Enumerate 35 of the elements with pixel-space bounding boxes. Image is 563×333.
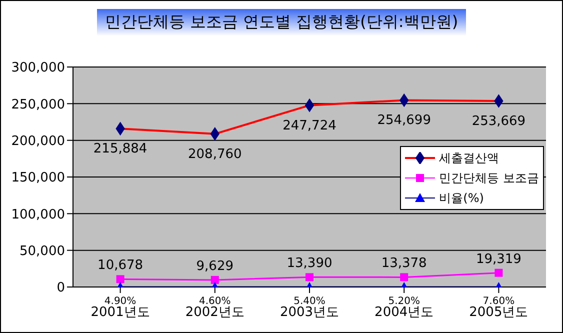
data-label: 13,390 — [286, 256, 332, 272]
x-tick-label: 2002년도 — [185, 305, 244, 320]
y-tick-label: 0 — [56, 280, 65, 296]
data-label: 215,884 — [93, 142, 148, 157]
legend-label: 비율(%) — [439, 190, 484, 206]
y-tick-label: 300,000 — [11, 60, 65, 76]
data-label: 254,699 — [377, 113, 431, 128]
x-tick-label: 2005년도 — [469, 305, 528, 320]
data-label: 13,378 — [381, 256, 427, 272]
data-label: 4.60% — [199, 296, 231, 307]
y-tick-label: 150,000 — [11, 170, 65, 186]
data-label: 7.60% — [482, 296, 515, 307]
data-label: 247,724 — [282, 118, 336, 134]
data-label: 10,678 — [98, 258, 144, 274]
point — [400, 94, 409, 107]
point — [116, 122, 125, 136]
y-tick-label: 250,000 — [11, 97, 65, 112]
legend-label: 세출결산액 — [439, 150, 500, 166]
data-label: 9,629 — [196, 258, 234, 274]
data-label: 208,760 — [188, 146, 242, 162]
x-tick-label: 2001년도 — [90, 305, 150, 320]
point — [210, 127, 220, 140]
data-label: 4.90% — [104, 296, 136, 307]
y-tick-label: 200,000 — [11, 134, 65, 149]
y-tick-label: 50,000 — [20, 244, 65, 259]
data-label: 5.20% — [388, 296, 420, 307]
data-label: 253,669 — [472, 114, 526, 129]
legend-label: 민간단체등 보조금 — [439, 170, 539, 186]
x-tick-label: 2004년도 — [374, 305, 434, 320]
x-tick-label: 2003년도 — [280, 305, 340, 320]
point — [494, 94, 504, 108]
chart-title: 민간단체등 보조금 연도별 집행현황(단위:백만원) — [96, 9, 466, 36]
data-label: 5.40% — [294, 296, 326, 307]
data-label: 19,319 — [476, 252, 522, 267]
y-tick-label: 100,000 — [11, 207, 65, 222]
